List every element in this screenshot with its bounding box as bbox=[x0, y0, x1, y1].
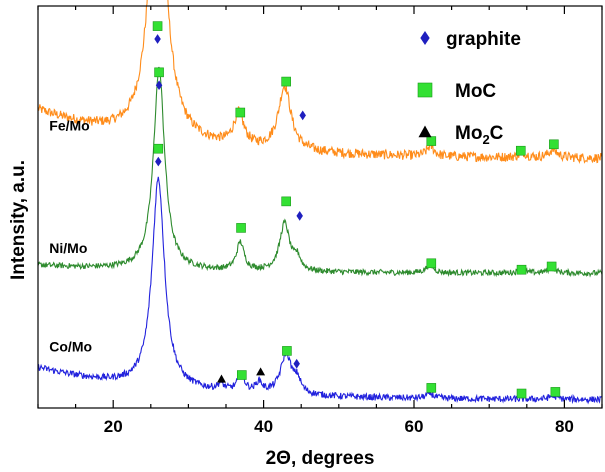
marker-square-co-mo-9 bbox=[550, 387, 561, 397]
marker-triangle-co-mo-2 bbox=[216, 374, 226, 383]
marker-square-fe-mo-3 bbox=[281, 76, 291, 87]
marker-square-ni-mo-0 bbox=[154, 67, 164, 78]
marker-triangle-co-mo-4 bbox=[256, 367, 266, 376]
x-tick-label-20: 20 bbox=[104, 417, 123, 436]
marker-square-fe-mo-0 bbox=[152, 21, 163, 31]
marker-square-ni-mo-6 bbox=[516, 264, 527, 275]
marker-square-co-mo-3 bbox=[236, 370, 247, 380]
markers-layer bbox=[152, 21, 561, 399]
marker-square-ni-mo-7 bbox=[546, 261, 557, 272]
x-tick-label-40: 40 bbox=[254, 417, 273, 436]
marker-diamond-co-mo-6 bbox=[293, 358, 300, 369]
x-axis-label: 2Θ, degrees bbox=[266, 448, 375, 469]
y-axis-label: Intensity, a.u. bbox=[8, 160, 29, 280]
legend-marker-square bbox=[417, 82, 433, 98]
marker-diamond-fe-mo-1 bbox=[154, 34, 161, 44]
legend-label-1: MoC bbox=[455, 81, 496, 102]
sample-labels: Fe/Mo Ni/Mo Co/Mo bbox=[49, 118, 92, 355]
marker-square-fe-mo-7 bbox=[549, 139, 559, 150]
marker-square-fe-mo-2 bbox=[235, 107, 246, 118]
marker-square-ni-mo-5 bbox=[426, 258, 437, 269]
series-layer bbox=[37, 0, 603, 405]
marker-diamond-ni-mo-4 bbox=[296, 210, 303, 221]
sample-label-ni-mo: Ni/Mo bbox=[49, 240, 87, 256]
marker-diamond-fe-mo-4 bbox=[299, 110, 306, 121]
marker-square-co-mo-0 bbox=[153, 143, 164, 154]
marker-square-co-mo-7 bbox=[426, 383, 437, 393]
legend-label-2: Mo2C bbox=[455, 123, 504, 147]
plot-frame bbox=[37, 5, 603, 409]
legend-marker-triangle bbox=[418, 125, 432, 138]
legend-label-0: graphite bbox=[446, 29, 521, 50]
series-line-ni-mo bbox=[37, 66, 603, 278]
sample-label-co-mo: Co/Mo bbox=[49, 339, 92, 355]
marker-square-fe-mo-5 bbox=[426, 136, 437, 146]
marker-square-ni-mo-3 bbox=[281, 196, 291, 207]
series-line-co-mo bbox=[37, 176, 603, 405]
marker-diamond-co-mo-1 bbox=[155, 156, 162, 167]
series-line-fe-mo bbox=[37, 0, 603, 164]
legend-marker-diamond bbox=[420, 30, 430, 46]
marker-diamond-ni-mo-1 bbox=[155, 80, 163, 91]
legend: graphite MoC Mo2C bbox=[417, 29, 521, 147]
marker-square-fe-mo-6 bbox=[515, 145, 526, 156]
sample-label-fe-mo: Fe/Mo bbox=[49, 118, 89, 134]
x-tick-label-60: 60 bbox=[405, 417, 424, 436]
axes: 20 40 60 80 bbox=[37, 5, 603, 436]
marker-square-ni-mo-2 bbox=[236, 223, 246, 233]
x-tick-label-80: 80 bbox=[555, 417, 574, 436]
marker-square-co-mo-8 bbox=[516, 388, 527, 399]
marker-square-co-mo-5 bbox=[282, 346, 292, 356]
